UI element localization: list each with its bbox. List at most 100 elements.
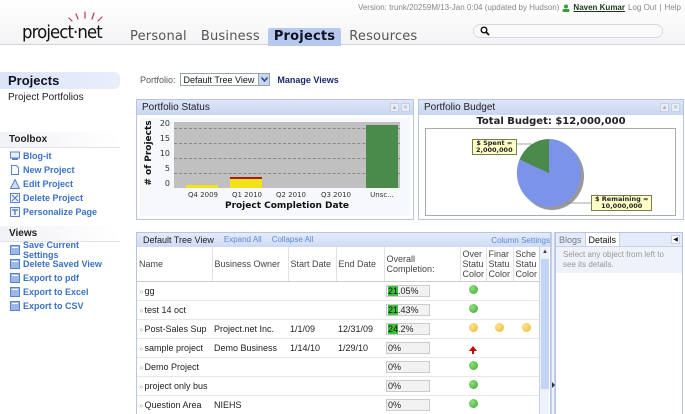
grid-vertical-scrollbar[interactable]: ▲	[539, 247, 549, 414]
nav-tab-projects[interactable]: Projects	[267, 28, 342, 46]
expand-icon[interactable]: »	[139, 343, 144, 353]
column-header-name[interactable]: Name	[137, 247, 213, 282]
table-row[interactable]: »Demo Project 0%	[137, 357, 540, 377]
expand-icon[interactable]: »	[139, 324, 144, 334]
pie-slice-remaining	[516, 139, 581, 207]
panel-title: Portfolio Budget	[424, 102, 496, 113]
minimize-icon[interactable]: ▲	[660, 103, 669, 112]
project-name[interactable]: test 14 oct	[144, 304, 186, 315]
column-header-end-date[interactable]: End Date	[336, 247, 385, 282]
expand-icon[interactable]: »	[139, 400, 144, 410]
nav-tab-personal[interactable]: Personal	[130, 29, 187, 44]
views-item-export-pdf[interactable]: Export to pdf	[0, 270, 120, 284]
collapse-all-link[interactable]: Collapse All	[271, 235, 314, 244]
completion-bar: 21.05%	[386, 284, 430, 297]
toolbox-item-new-project[interactable]: New Project	[0, 162, 120, 176]
scrollbar-thumb[interactable]	[541, 259, 549, 389]
expand-icon[interactable]: »	[139, 362, 144, 372]
toolbox-item-delete-project[interactable]: Delete Project	[0, 190, 120, 204]
document-icon	[10, 286, 20, 297]
y-tick: 15	[159, 134, 170, 143]
portfolio-label: Portfolio:	[140, 74, 176, 85]
column-settings-link[interactable]: Column Settings	[491, 236, 550, 245]
table-row[interactable]: »test 14 oct 21.43%	[137, 300, 540, 320]
project-name[interactable]: sample project	[144, 342, 203, 353]
expand-icon[interactable]: »	[139, 286, 144, 296]
status-yellow-icon	[468, 323, 478, 332]
x-tick: Unsc...	[370, 191, 394, 199]
nav-tab-resources[interactable]: Resources	[349, 29, 418, 44]
table-header-row: Name Business Owner Start Date End Date …	[137, 247, 541, 282]
toolbox-item-personalize-page[interactable]: Personalize Page	[0, 204, 120, 218]
minimize-icon[interactable]: ▲	[390, 103, 399, 112]
close-icon[interactable]: ✕	[401, 103, 410, 112]
end-date: 1/29/10	[336, 338, 384, 358]
expand-all-link[interactable]: Expand All	[223, 235, 262, 244]
views-item-delete-saved-view[interactable]: Delete Saved View	[0, 256, 120, 270]
panel-header: Portfolio Budget ▲ ✕	[419, 100, 683, 115]
panel-controls: ▲ ✕	[660, 103, 680, 112]
bar-q1-2010-yellow[interactable]	[230, 179, 262, 188]
status-green-icon	[468, 380, 478, 389]
document-icon	[10, 258, 20, 269]
logout-link[interactable]: Log Out	[628, 3, 657, 12]
views-section: Views Save Current Settings Delete Saved…	[0, 226, 120, 312]
collapse-panel-icon[interactable]: ◀	[671, 235, 680, 244]
logo-text: project·net	[22, 22, 103, 43]
business-owner	[212, 357, 288, 377]
views-item-save-current-settings[interactable]: Save Current Settings	[0, 240, 120, 260]
views-item-export-excel[interactable]: Export to Excel	[0, 284, 120, 298]
column-header-business-owner[interactable]: Business Owner	[212, 247, 289, 282]
portfolio-select-value: Default Tree View	[183, 74, 255, 85]
toolbox-item-edit-project[interactable]: Edit Project	[0, 176, 120, 190]
logo[interactable]: project·net	[22, 10, 103, 44]
panel-splitter[interactable]	[551, 232, 555, 414]
completion-rest: .43%	[398, 304, 419, 315]
table-row[interactable]: »Question Area NIEHS 0%	[137, 395, 540, 414]
column-header-schedule-status[interactable]: Sche Statu Color	[513, 247, 541, 282]
completion-bar: 0%	[386, 341, 430, 354]
column-header-financial-status[interactable]: Finar Statu Color	[486, 247, 514, 282]
column-header-start-date[interactable]: Start Date	[288, 247, 337, 282]
tab-blogs[interactable]: Blogs	[559, 235, 582, 245]
views-heading: Views	[0, 226, 120, 242]
tab-details[interactable]: Details	[584, 233, 621, 246]
table-row[interactable]: »project only bus 0%	[137, 376, 540, 396]
scroll-up-icon[interactable]: ▲	[542, 249, 548, 255]
search-input[interactable]	[473, 24, 663, 38]
table-row[interactable]: »gg 21.05%	[137, 281, 540, 301]
project-name[interactable]: project only bus	[144, 380, 208, 391]
document-icon	[10, 300, 20, 311]
column-header-overall-completion[interactable]: Overall Completion:	[384, 247, 461, 282]
help-link[interactable]: Help	[664, 3, 681, 12]
project-name[interactable]: Question Area	[144, 399, 202, 410]
logo-rays-icon	[68, 11, 103, 22]
bar-unscheduled[interactable]	[366, 125, 398, 188]
project-name[interactable]: Post-Sales Sup	[144, 323, 207, 334]
business-owner: NIEHS	[212, 395, 288, 414]
completion-bar: 21.43%	[386, 303, 430, 316]
chevron-down-icon[interactable]	[258, 74, 270, 85]
project-name[interactable]: Demo Project	[144, 361, 199, 372]
table-row[interactable]: »sample project Demo Business 1/14/10 1/…	[137, 338, 540, 358]
column-header-overall-status[interactable]: Over Statu Color	[460, 247, 487, 282]
bar-q1-2010-red[interactable]	[230, 177, 262, 179]
portfolio-select[interactable]: Default Tree View	[179, 73, 271, 86]
expand-icon[interactable]: »	[139, 381, 144, 391]
expand-icon[interactable]: »	[139, 305, 144, 315]
nav-tab-business[interactable]: Business	[200, 29, 260, 44]
toolbox-item-blog-it[interactable]: Blog-it	[0, 148, 120, 162]
business-owner: Demo Business	[212, 338, 288, 358]
y-tick: 20	[159, 119, 170, 128]
table-row[interactable]: »Post-Sales Sup Project.net Inc. 1/1/09 …	[137, 319, 540, 339]
expand-right-icon[interactable]	[552, 382, 555, 388]
projects-table: Name Business Owner Start Date End Date …	[137, 247, 541, 414]
views-item-export-csv[interactable]: Export to CSV	[0, 298, 120, 312]
user-name-link[interactable]: Naven Kumar	[573, 3, 625, 12]
close-icon[interactable]: ✕	[671, 103, 680, 112]
sidebar-subtitle[interactable]: Project Portfolios	[8, 92, 84, 103]
bar-q4-2009[interactable]	[186, 185, 218, 188]
manage-views-link[interactable]: Manage Views	[277, 74, 339, 85]
project-name[interactable]: gg	[144, 285, 155, 296]
details-tabs: Blogs Details ◀	[556, 233, 682, 247]
